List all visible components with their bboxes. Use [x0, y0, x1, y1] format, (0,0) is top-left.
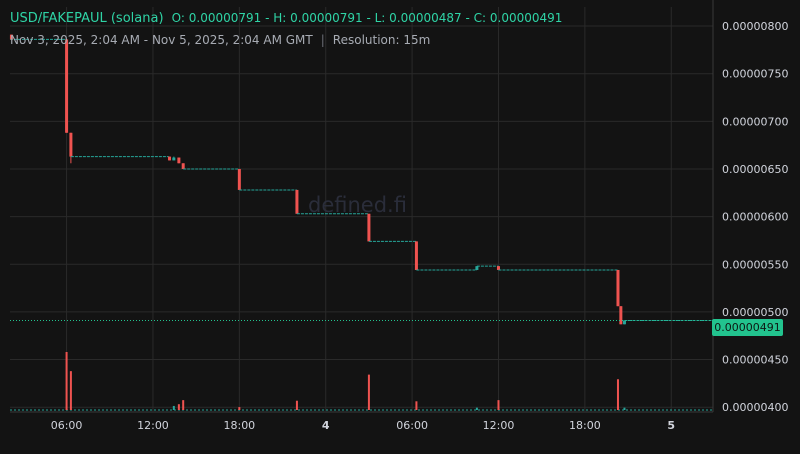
volume-bar: [367, 374, 370, 410]
candle-body: [181, 163, 185, 169]
candle-body: [69, 132, 73, 157]
volume-bar: [69, 371, 72, 410]
x-tick-label: 12:00: [483, 419, 515, 432]
y-tick-label: 0.00000450: [722, 354, 788, 367]
pair-name: USD/FAKEPAUL (solana): [10, 11, 164, 26]
candle-body: [622, 320, 626, 325]
candle-body: [616, 269, 620, 307]
volume-bar: [623, 407, 626, 410]
volume-bar: [295, 400, 298, 410]
volume-bar: [65, 352, 68, 410]
chart-subheader: Nov 3, 2025, 2:04 AM - Nov 5, 2025, 2:04…: [10, 33, 430, 47]
candle-body: [367, 213, 371, 242]
candle-body: [172, 157, 176, 161]
y-tick-label: 0.00000600: [722, 211, 788, 224]
watermark-logo: defined.fi: [308, 193, 407, 217]
candle-body: [295, 189, 299, 214]
grid: [10, 7, 713, 411]
candle-body: [9, 34, 13, 40]
candle-body: [168, 156, 172, 161]
ohlc-readout: O: 0.00000791 - H: 0.00000791 - L: 0.000…: [171, 11, 563, 25]
candle-body: [619, 306, 623, 325]
volume-bar: [182, 400, 185, 410]
volume-bar: [497, 400, 500, 410]
y-tick-label: 0.00000500: [722, 306, 788, 319]
volume-bar: [475, 407, 478, 410]
candle-body: [65, 39, 69, 133]
y-tick-label: 0.00000750: [722, 68, 788, 81]
y-tick-label: 0.00000700: [722, 115, 788, 128]
x-tick-label: 18:00: [223, 419, 255, 432]
chart-legend: USD/FAKEPAUL (solana) O: 0.00000791 - H:…: [10, 11, 562, 26]
resolution-label: Resolution: 15m: [332, 33, 431, 47]
x-tick-label: 06:00: [396, 419, 428, 432]
x-tick-label: 4: [322, 419, 330, 432]
date-range: Nov 3, 2025, 2:04 AM - Nov 5, 2025, 2:04…: [10, 33, 313, 47]
candle-body: [177, 157, 181, 164]
x-tick-label: 06:00: [51, 419, 83, 432]
x-tick-label: 12:00: [137, 419, 169, 432]
candle-body: [414, 241, 418, 270]
volume-bar: [238, 407, 241, 410]
volume-bar: [172, 405, 175, 410]
candle-body: [496, 266, 500, 270]
volume-bars: [10, 352, 713, 411]
candle-body: [237, 168, 241, 190]
x-tick-label: 5: [667, 419, 675, 432]
y-tick-label: 0.00000800: [722, 20, 788, 33]
y-tick-label: 0.00000550: [722, 258, 788, 271]
volume-bar: [415, 401, 418, 410]
last-price-tag: 0.00000491: [712, 319, 783, 336]
candle-body: [475, 266, 479, 270]
volume-bar: [616, 379, 619, 410]
volume-bar: [177, 404, 180, 410]
y-tick-label: 0.00000650: [722, 163, 788, 176]
y-tick-label: 0.00000400: [722, 401, 788, 414]
price-series: [9, 34, 713, 325]
x-tick-label: 18:00: [569, 419, 601, 432]
axes: 0.00000800 0.00000750 0.00000700 0.00000650…: [10, 0, 788, 432]
header-separator: |: [320, 33, 325, 47]
